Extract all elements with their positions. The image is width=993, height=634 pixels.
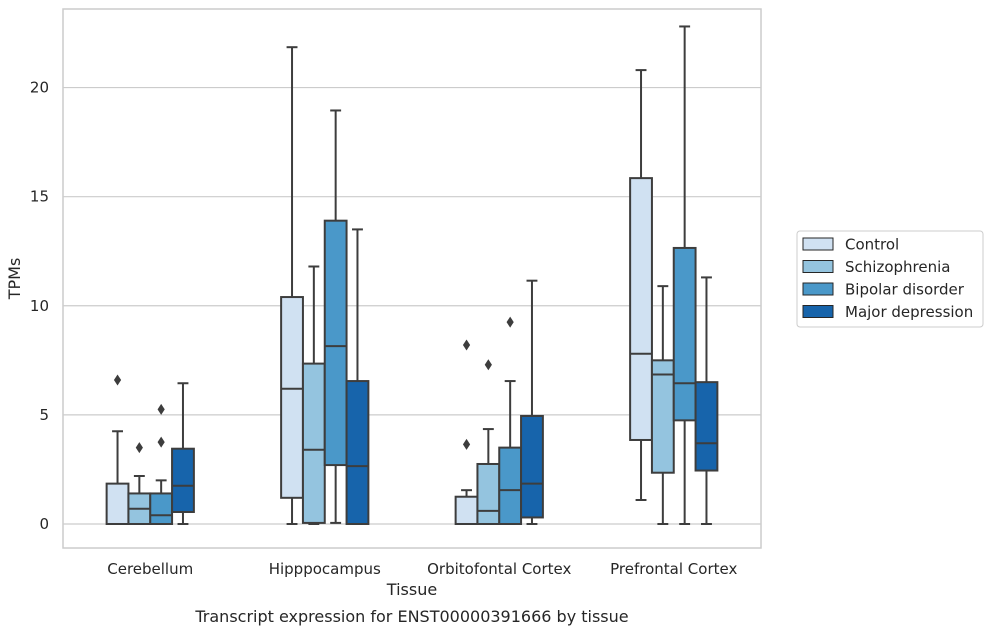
- box-group: [476, 359, 501, 525]
- outlier-point: [157, 403, 165, 415]
- box-group: [323, 109, 348, 524]
- legend: Control Schizophrenia Bipolar disorder Majo…: [796, 230, 984, 328]
- plot-frame: [62, 8, 762, 549]
- iqr-box: [345, 380, 370, 525]
- box-group: [345, 228, 370, 525]
- legend-frame: [796, 230, 984, 328]
- legend-item: Control: [802, 236, 899, 254]
- x-tick-label: Hipppocampus: [269, 560, 381, 578]
- box-group: [105, 374, 130, 525]
- box-group: [498, 316, 523, 525]
- legend-swatch: [802, 305, 834, 318]
- outlier-point: [462, 339, 471, 351]
- iqr-box: [280, 296, 304, 499]
- legend-label: Major depression: [845, 303, 973, 321]
- box-group: [629, 69, 653, 501]
- legend-swatch: [802, 237, 834, 251]
- y-tick-label: 10: [30, 297, 49, 315]
- y-tick-label: 20: [30, 79, 49, 97]
- legend-swatch: [802, 282, 834, 296]
- iqr-box: [171, 447, 195, 513]
- legend-item: Bipolar disorder: [802, 281, 965, 299]
- iqr-box: [520, 414, 544, 519]
- iqr-box: [476, 462, 501, 525]
- box-group: [454, 339, 479, 525]
- outlier-point: [135, 442, 143, 454]
- x-axis-label: Tissue: [386, 580, 437, 599]
- iqr-box: [323, 219, 348, 467]
- iqr-box: [149, 492, 174, 525]
- box-group: [301, 265, 326, 525]
- chart-caption: Transcript expression for ENST0000039166…: [194, 607, 628, 626]
- y-axis-label: TPMs: [5, 258, 24, 301]
- y-tick-label: 0: [39, 515, 49, 533]
- y-tick-label: 5: [39, 406, 49, 424]
- box-group: [694, 276, 719, 525]
- y-tick-label: 15: [30, 188, 49, 206]
- legend-swatch: [802, 260, 834, 273]
- outlier-point: [157, 436, 165, 448]
- legend-item: Major depression: [802, 303, 973, 321]
- box-group: [520, 279, 544, 525]
- iqr-box: [454, 495, 479, 525]
- outlier-point: [462, 438, 471, 450]
- iqr-box: [301, 362, 326, 524]
- x-tick-label: Prefrontal Cortex: [610, 560, 737, 578]
- box-group: [672, 25, 697, 525]
- box-group: [280, 46, 304, 525]
- box-plots: [105, 25, 719, 525]
- legend-label: Control: [845, 236, 899, 254]
- outlier-point: [506, 316, 514, 328]
- outlier-point: [113, 374, 122, 386]
- iqr-box: [650, 359, 675, 474]
- box-group: [149, 403, 174, 525]
- outlier-point: [484, 359, 492, 371]
- x-tick-label: Cerebellum: [107, 560, 193, 578]
- iqr-box: [498, 446, 523, 525]
- box-group: [650, 285, 675, 525]
- iqr-box: [694, 381, 719, 472]
- legend-item: Schizophrenia: [802, 258, 950, 276]
- legend-label: Bipolar disorder: [845, 281, 965, 299]
- axis-ticks: 0 5 10 15 20 Cerebellum Hipppocampus Orbitofont…: [30, 79, 738, 578]
- box-group: [171, 382, 195, 525]
- legend-label: Schizophrenia: [845, 258, 950, 276]
- box-group: [127, 442, 152, 525]
- x-tick-label: Orbitofontal Cortex: [427, 560, 571, 578]
- iqr-box: [672, 246, 697, 422]
- iqr-box: [629, 177, 653, 441]
- iqr-box: [105, 482, 130, 525]
